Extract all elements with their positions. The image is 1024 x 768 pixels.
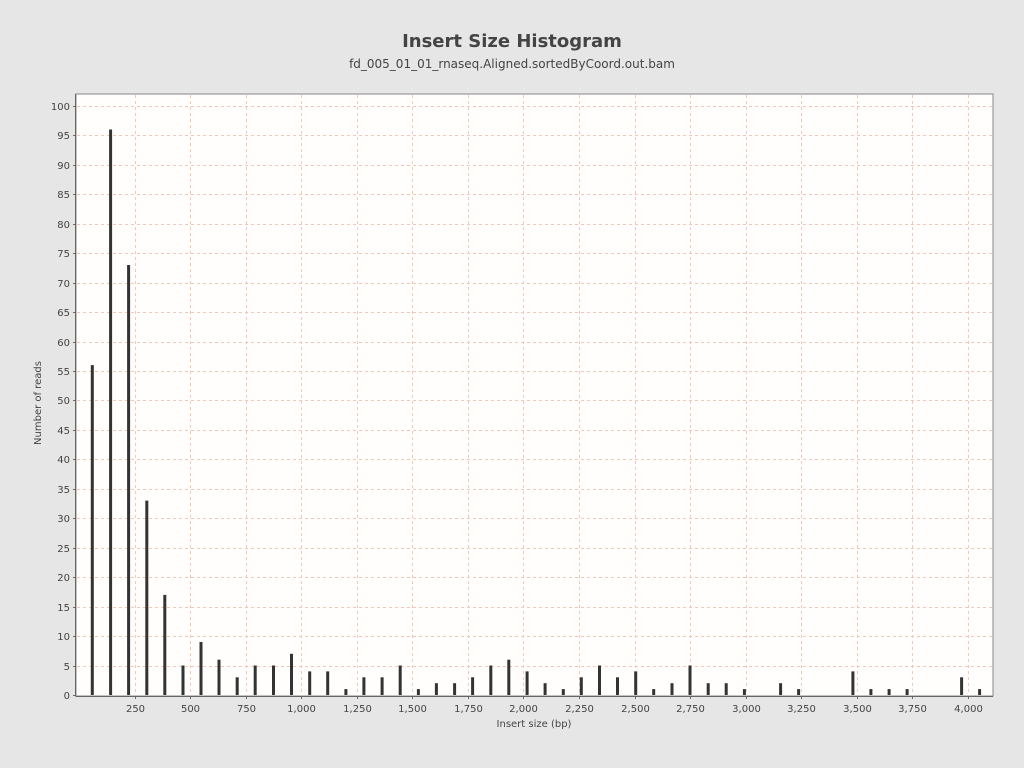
histogram-bar bbox=[543, 683, 547, 695]
histogram-bar bbox=[453, 683, 457, 695]
histogram-bar bbox=[869, 689, 873, 695]
x-tick-label: 2,250 bbox=[565, 704, 594, 715]
histogram-bar bbox=[398, 665, 402, 695]
histogram-bar bbox=[362, 677, 366, 695]
x-tick-label: 1,000 bbox=[287, 704, 316, 715]
y-tick-label: 65 bbox=[57, 308, 70, 319]
y-tick-label: 20 bbox=[57, 573, 70, 584]
axes: 0 5 10 15 20 25 30 35 40 45 50 55 60 65 70 75 80 85 90 95 10… bbox=[51, 94, 993, 715]
x-tick-label: 1,750 bbox=[454, 704, 483, 715]
histogram-bar bbox=[127, 265, 131, 695]
histogram-bar bbox=[507, 659, 511, 695]
histogram-bar bbox=[471, 677, 475, 695]
histogram-bar bbox=[742, 689, 746, 695]
histogram-bar bbox=[434, 683, 438, 695]
histogram-bar bbox=[326, 671, 330, 695]
histogram-bar bbox=[688, 665, 692, 695]
y-tick-label: 10 bbox=[57, 632, 70, 643]
histogram-bar bbox=[670, 683, 674, 695]
y-tick-label: 100 bbox=[51, 102, 70, 113]
x-tick-label: 500 bbox=[181, 704, 200, 715]
histogram-bar bbox=[905, 689, 909, 695]
histogram-bar bbox=[561, 689, 565, 695]
y-tick-label: 35 bbox=[57, 485, 70, 496]
histogram-bar bbox=[380, 677, 384, 695]
histogram-bar bbox=[797, 689, 801, 695]
y-tick-label: 25 bbox=[57, 544, 70, 555]
histogram-bar bbox=[489, 665, 493, 695]
x-tick-label: 3,500 bbox=[843, 704, 872, 715]
y-tick-label: 80 bbox=[57, 220, 70, 231]
histogram-bar bbox=[579, 677, 583, 695]
x-tick-label: 2,000 bbox=[509, 704, 538, 715]
histogram-bar bbox=[978, 689, 982, 695]
y-tick-label: 90 bbox=[57, 161, 70, 172]
bars bbox=[90, 129, 982, 695]
y-tick-label: 15 bbox=[57, 603, 70, 614]
y-tick-label: 5 bbox=[64, 662, 70, 673]
histogram-bar bbox=[652, 689, 656, 695]
histogram-bar bbox=[344, 689, 348, 695]
histogram-bar bbox=[181, 665, 185, 695]
histogram-bar bbox=[90, 365, 94, 695]
x-tick-label: 2,750 bbox=[676, 704, 705, 715]
histogram-bar bbox=[887, 689, 891, 695]
histogram-bar bbox=[851, 671, 855, 695]
x-tick-label: 1,250 bbox=[343, 704, 372, 715]
plot-area bbox=[75, 93, 994, 697]
chart-subtitle: fd_005_01_01_rnaseq.Aligned.sortedByCoor… bbox=[349, 57, 675, 71]
y-tick-label: 30 bbox=[57, 514, 70, 525]
histogram-bar bbox=[724, 683, 728, 695]
x-tick-label: 3,250 bbox=[787, 704, 816, 715]
histogram-bar bbox=[235, 677, 239, 695]
y-tick-label: 55 bbox=[57, 367, 70, 378]
y-tick-label: 70 bbox=[57, 279, 70, 290]
y-tick-label: 75 bbox=[57, 249, 70, 260]
x-tick-label: 4,000 bbox=[954, 704, 983, 715]
histogram-bar bbox=[199, 642, 203, 695]
y-axis-label: Number of reads bbox=[33, 361, 44, 445]
y-tick-label: 60 bbox=[57, 338, 70, 349]
y-tick-label: 0 bbox=[64, 691, 70, 702]
x-tick-label: 2,500 bbox=[621, 704, 650, 715]
histogram-bar bbox=[416, 689, 420, 695]
histogram-bar bbox=[145, 500, 149, 695]
histogram-bar bbox=[163, 594, 167, 695]
y-tick-label: 40 bbox=[57, 455, 70, 466]
histogram-bar bbox=[598, 665, 601, 695]
histogram-bar bbox=[109, 129, 113, 695]
y-tick-label: 50 bbox=[57, 396, 70, 407]
x-tick-label: 3,000 bbox=[732, 704, 761, 715]
histogram-bar bbox=[634, 671, 638, 695]
grid-lines bbox=[77, 95, 992, 695]
x-tick-label: 750 bbox=[237, 704, 256, 715]
histogram-bar bbox=[706, 683, 710, 695]
histogram-bar bbox=[779, 683, 783, 695]
y-tick-label: 85 bbox=[57, 190, 70, 201]
histogram-bar bbox=[272, 665, 275, 695]
histogram-bar bbox=[960, 677, 964, 695]
histogram-bar bbox=[290, 653, 293, 695]
y-tick-label: 95 bbox=[57, 131, 70, 142]
x-tick-label: 250 bbox=[126, 704, 145, 715]
chart-title: Insert Size Histogram bbox=[402, 31, 622, 52]
x-tick-label: 1,500 bbox=[398, 704, 427, 715]
y-tick-label: 45 bbox=[57, 426, 70, 437]
histogram-bar bbox=[616, 677, 619, 695]
x-axis-label: Insert size (bp) bbox=[497, 719, 572, 730]
histogram-bar bbox=[217, 659, 221, 695]
histogram-bar bbox=[308, 671, 312, 695]
histogram-bar bbox=[253, 665, 257, 695]
x-tick-label: 3,750 bbox=[898, 704, 927, 715]
histogram-bar bbox=[525, 671, 529, 695]
